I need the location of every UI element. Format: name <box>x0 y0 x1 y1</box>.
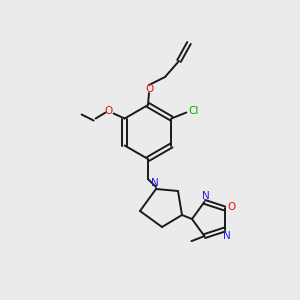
Text: N: N <box>223 231 230 241</box>
Text: O: O <box>104 106 113 116</box>
Text: O: O <box>227 202 236 212</box>
Text: O: O <box>145 84 153 94</box>
Text: N: N <box>202 191 209 201</box>
Text: Cl: Cl <box>188 106 199 116</box>
Text: N: N <box>151 178 159 188</box>
